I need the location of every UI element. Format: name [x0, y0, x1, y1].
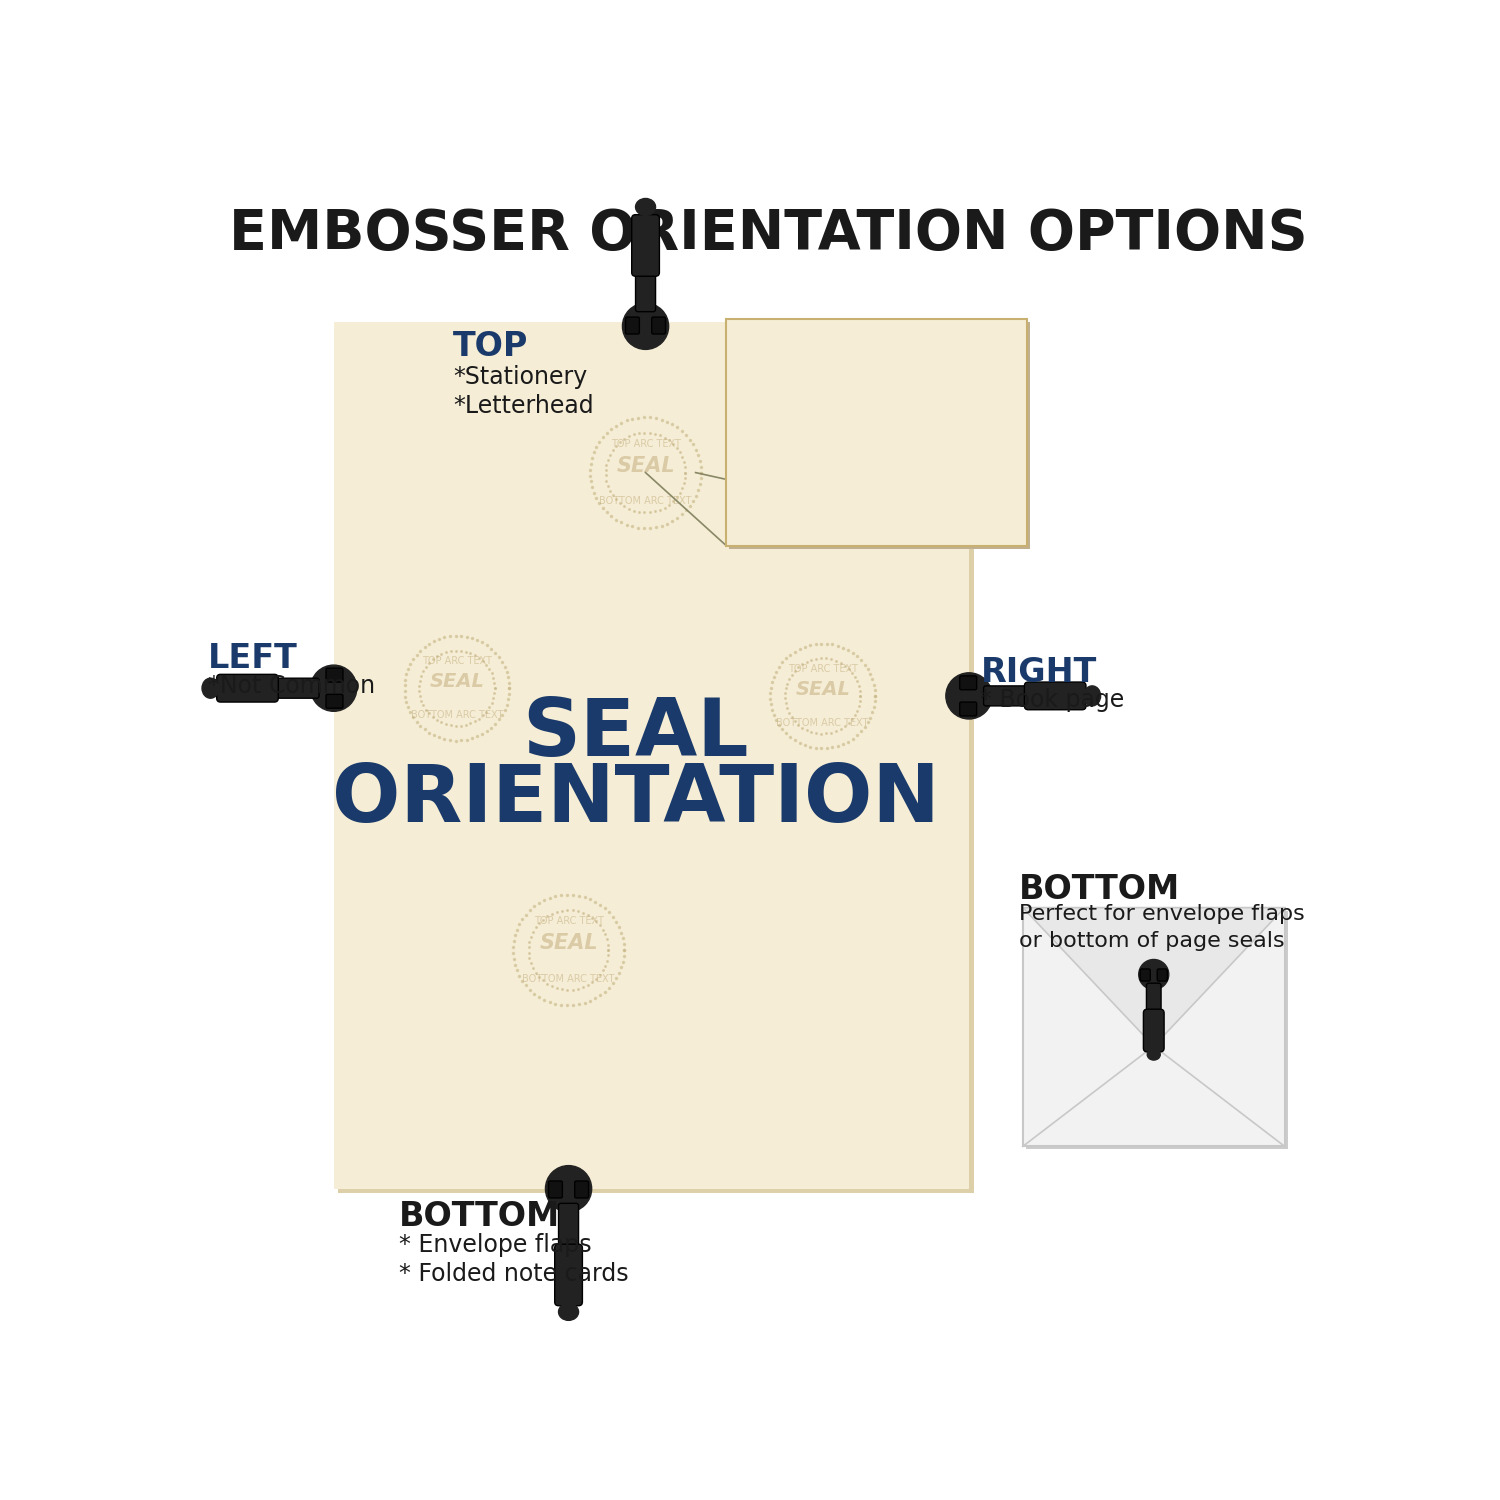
Text: TOP ARC TEXT: TOP ARC TEXT	[1134, 956, 1173, 960]
Text: BOTTOM ARC TEXT: BOTTOM ARC TEXT	[411, 711, 503, 720]
Text: Perfect for envelope flaps: Perfect for envelope flaps	[1019, 904, 1305, 924]
Text: TOP ARC TEXT: TOP ARC TEXT	[818, 376, 936, 394]
Text: BOTTOM ARC TEXT: BOTTOM ARC TEXT	[777, 718, 868, 728]
Polygon shape	[1023, 908, 1284, 1046]
Text: TOP ARC TEXT: TOP ARC TEXT	[610, 440, 681, 448]
FancyBboxPatch shape	[984, 686, 1030, 706]
Text: * Envelope flaps: * Envelope flaps	[399, 1233, 592, 1257]
Text: RIGHT: RIGHT	[981, 656, 1096, 688]
Ellipse shape	[558, 1304, 579, 1320]
FancyBboxPatch shape	[272, 678, 320, 698]
Ellipse shape	[1083, 686, 1101, 706]
Text: SEAL: SEAL	[795, 680, 850, 699]
Text: ORIENTATION: ORIENTATION	[332, 760, 940, 839]
Text: TOP ARC TEXT: TOP ARC TEXT	[422, 656, 492, 666]
Circle shape	[546, 1166, 591, 1212]
Bar	[1023, 908, 1284, 1146]
FancyBboxPatch shape	[1156, 969, 1167, 981]
FancyBboxPatch shape	[1024, 682, 1086, 709]
Text: BOTTOM ARC TEXT: BOTTOM ARC TEXT	[798, 470, 956, 488]
Text: TOP: TOP	[453, 330, 528, 363]
FancyBboxPatch shape	[632, 214, 660, 276]
Text: BOTTOM ARC TEXT: BOTTOM ARC TEXT	[600, 496, 692, 507]
Text: EMBOSSER ORIENTATION OPTIONS: EMBOSSER ORIENTATION OPTIONS	[230, 207, 1308, 261]
FancyBboxPatch shape	[1143, 1010, 1164, 1052]
Bar	[729, 321, 1030, 549]
Text: SEAL: SEAL	[522, 696, 748, 774]
Ellipse shape	[1148, 1048, 1161, 1060]
FancyBboxPatch shape	[636, 264, 656, 312]
FancyBboxPatch shape	[326, 668, 344, 682]
FancyBboxPatch shape	[960, 702, 976, 715]
FancyBboxPatch shape	[1146, 982, 1161, 1016]
Text: *Letterhead: *Letterhead	[453, 394, 594, 418]
Bar	[333, 322, 969, 1188]
Text: TOP ARC TEXT: TOP ARC TEXT	[534, 916, 603, 926]
Text: * Folded note cards: * Folded note cards	[399, 1262, 628, 1286]
FancyBboxPatch shape	[555, 1244, 582, 1305]
Text: SEAL: SEAL	[828, 405, 926, 438]
Text: SEAL: SEAL	[616, 456, 675, 476]
Ellipse shape	[636, 198, 656, 216]
Text: SEAL: SEAL	[1136, 964, 1172, 976]
Circle shape	[946, 674, 992, 718]
Polygon shape	[903, 322, 969, 388]
Text: *Not Common: *Not Common	[209, 675, 375, 699]
Text: BOTTOM: BOTTOM	[1019, 873, 1180, 906]
Text: or bottom of page seals: or bottom of page seals	[1019, 930, 1284, 951]
Ellipse shape	[202, 678, 219, 698]
FancyBboxPatch shape	[326, 694, 344, 708]
Bar	[726, 318, 1026, 546]
Circle shape	[622, 303, 669, 350]
FancyBboxPatch shape	[549, 1180, 562, 1198]
Circle shape	[310, 664, 357, 711]
Text: * Book page: * Book page	[981, 688, 1125, 712]
Circle shape	[1138, 960, 1168, 990]
Text: BOTTOM ARC TEXT: BOTTOM ARC TEXT	[1128, 988, 1179, 994]
Text: SEAL: SEAL	[538, 933, 598, 954]
Text: LEFT: LEFT	[209, 642, 298, 675]
Text: BOTTOM: BOTTOM	[399, 1200, 561, 1233]
FancyBboxPatch shape	[216, 675, 279, 702]
FancyBboxPatch shape	[558, 1203, 579, 1251]
FancyBboxPatch shape	[626, 316, 639, 334]
FancyBboxPatch shape	[960, 676, 976, 690]
FancyBboxPatch shape	[1140, 969, 1150, 981]
Bar	[1026, 910, 1287, 1149]
Text: TOP ARC TEXT: TOP ARC TEXT	[788, 663, 858, 674]
Text: SEAL: SEAL	[429, 672, 484, 692]
FancyBboxPatch shape	[574, 1180, 588, 1198]
Bar	[339, 327, 974, 1194]
FancyBboxPatch shape	[651, 316, 666, 334]
Text: *Stationery: *Stationery	[453, 364, 588, 388]
Text: BOTTOM ARC TEXT: BOTTOM ARC TEXT	[522, 974, 615, 984]
